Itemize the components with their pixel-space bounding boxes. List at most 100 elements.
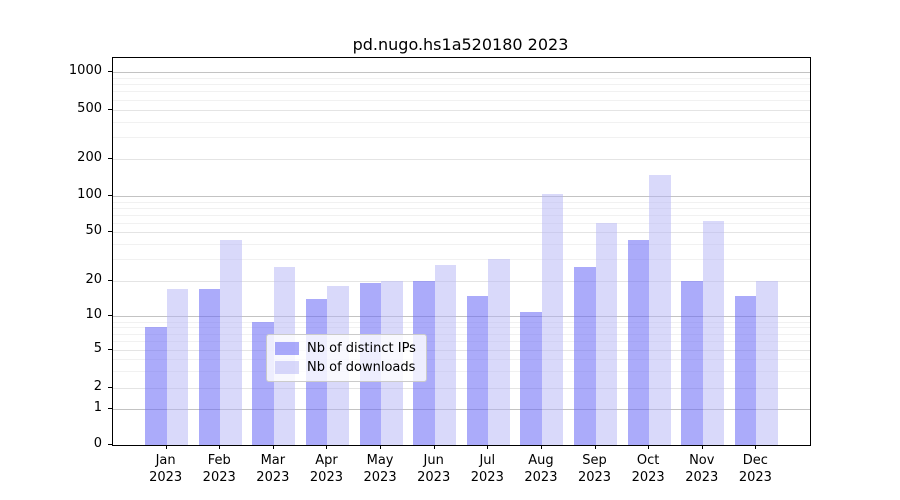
legend-item-downloads: Nb of downloads [275, 360, 416, 375]
bar-distinct-ips-aug-2023 [520, 311, 542, 445]
legend: Nb of distinct IPs Nb of downloads [266, 334, 427, 382]
y-tick-label-20: 20 [85, 271, 102, 287]
x-tick-label-may: May 2023 [363, 453, 397, 485]
x-tick-label-jan: Jan 2023 [149, 453, 183, 485]
gridline-7 [113, 333, 810, 335]
gridline-700 [113, 91, 810, 93]
gridline-1000 [113, 71, 810, 73]
x-tick-label-aug: Aug 2023 [524, 453, 558, 485]
y-tick-label-5: 5 [93, 341, 102, 356]
bar-distinct-ips-oct-2023 [627, 240, 650, 445]
gridline-20 [113, 280, 810, 282]
gridline-8 [113, 327, 810, 329]
x-tick-label-nov: Nov 2023 [685, 453, 719, 485]
y-tick-1000 [108, 70, 112, 72]
gridline-50 [113, 232, 810, 234]
y-tick-label-50: 50 [85, 223, 102, 239]
y-tick-label-1000: 1000 [68, 62, 102, 78]
gridline-3 [113, 371, 810, 373]
x-tick-mar [272, 445, 274, 449]
x-tick-dec [755, 445, 757, 449]
y-tick-20 [108, 279, 112, 281]
gridline-60 [113, 222, 810, 224]
x-tick-feb [219, 445, 221, 449]
x-tick-may [380, 445, 382, 449]
x-tick-label-sep: Sep 2023 [577, 453, 612, 485]
gridline-4 [113, 359, 810, 361]
gridline-2 [113, 388, 810, 390]
x-tick-label-oct: Oct 2023 [631, 453, 665, 485]
chart-title: pd.nugo.hs1a520180 2023 [352, 35, 569, 54]
gridline-6 [113, 341, 810, 343]
bar-distinct-ips-feb-2023 [198, 289, 221, 445]
x-tick-label-jul: Jul 2023 [470, 453, 504, 485]
x-tick-label-apr: Apr 2023 [309, 453, 343, 485]
gridline-900 [113, 77, 810, 79]
y-tick-50 [108, 231, 112, 233]
y-tick-label-100: 100 [77, 187, 102, 203]
gridline-400 [113, 121, 810, 123]
bar-downloads-jun-2023 [434, 264, 457, 445]
y-tick-label-0: 0 [93, 436, 102, 451]
x-tick-jan [165, 445, 167, 449]
bar-downloads-dec-2023 [756, 280, 778, 445]
bar-distinct-ips-dec-2023 [734, 295, 757, 445]
x-tick-aug [540, 445, 542, 449]
y-tick-200 [108, 158, 112, 159]
y-tick-1 [108, 408, 112, 409]
gridline-600 [113, 99, 810, 101]
gridline-5 [113, 350, 810, 351]
y-tick-label-1: 1 [93, 400, 102, 415]
y-tick-2 [108, 387, 112, 389]
gridline-70 [113, 214, 810, 216]
x-tick-jun [433, 445, 435, 449]
bar-downloads-jan-2023 [166, 289, 189, 445]
bar-distinct-ips-jan-2023 [145, 327, 167, 445]
bar-downloads-sep-2023 [595, 222, 617, 445]
legend-label-distinct-ips: Nb of distinct IPs [307, 341, 416, 356]
bar-downloads-oct-2023 [649, 174, 671, 445]
y-tick-100 [108, 195, 112, 197]
bar-downloads-aug-2023 [541, 193, 564, 445]
gridline-9 [113, 321, 810, 323]
y-tick-label-10: 10 [85, 307, 102, 323]
y-tick-label-200: 200 [77, 150, 102, 165]
gridline-40 [113, 244, 810, 246]
gridline-10 [113, 316, 810, 318]
gridline-80 [113, 207, 810, 209]
plot-area [112, 57, 811, 446]
y-tick-label-2: 2 [93, 379, 102, 395]
legend-swatch-distinct-ips [275, 342, 299, 355]
y-tick-0 [108, 444, 112, 445]
gridline-200 [113, 159, 810, 160]
legend-item-distinct-ips: Nb of distinct IPs [275, 341, 416, 356]
gridline-500 [113, 110, 810, 111]
bar-downloads-jul-2023 [488, 259, 510, 445]
gridline-300 [113, 137, 810, 139]
legend-swatch-downloads [275, 361, 299, 374]
x-tick-apr [326, 445, 328, 449]
bar-distinct-ips-jul-2023 [466, 295, 489, 445]
legend-label-downloads: Nb of downloads [307, 360, 416, 375]
gridline-30 [113, 259, 810, 261]
x-tick-sep [594, 445, 596, 449]
y-tick-5 [108, 349, 112, 350]
x-tick-label-dec: Dec 2023 [738, 453, 772, 485]
gridline-90 [113, 201, 810, 203]
x-tick-jul [487, 445, 489, 449]
bar-distinct-ips-nov-2023 [681, 280, 703, 445]
y-tick-10 [108, 315, 112, 317]
x-tick-label-mar: Mar 2023 [256, 453, 290, 485]
gridline-1 [113, 409, 810, 410]
bar-downloads-nov-2023 [702, 221, 725, 445]
x-tick-label-feb: Feb 2023 [202, 453, 236, 485]
y-tick-label-500: 500 [77, 101, 102, 116]
bar-distinct-ips-sep-2023 [574, 266, 596, 445]
gridline-100 [113, 196, 810, 198]
x-tick-label-jun: Jun 2023 [417, 453, 451, 485]
gridline-800 [113, 84, 810, 86]
x-tick-nov [701, 445, 703, 449]
x-tick-oct [648, 445, 650, 449]
bar-downloads-feb-2023 [220, 240, 242, 445]
